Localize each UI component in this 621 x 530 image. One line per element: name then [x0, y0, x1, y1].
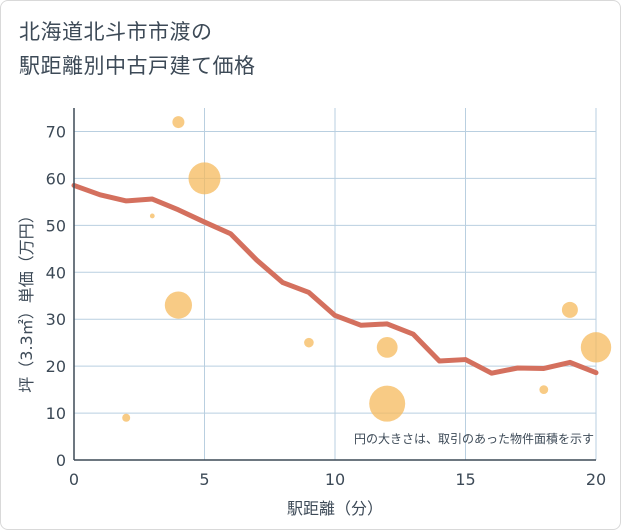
- title-line-2: 駅距離別中古戸建て価格: [19, 54, 256, 78]
- trend-line-series: [71, 182, 599, 376]
- x-tick-label: 15: [455, 470, 475, 489]
- bubble-point: [580, 332, 612, 363]
- y-tick-label: 0: [56, 451, 66, 470]
- bubble-point: [304, 337, 314, 348]
- bubble-point: [539, 385, 549, 394]
- bubble-point: [149, 213, 155, 219]
- trend-line: [71, 182, 599, 376]
- x-tick-label: 10: [325, 470, 345, 489]
- bubble-point: [376, 336, 398, 358]
- y-tick-label: 10: [46, 404, 66, 423]
- bubble-point: [164, 291, 192, 319]
- title-line-1: 北海道北斗市市渡の: [19, 20, 213, 44]
- y-tick-label: 20: [46, 357, 66, 376]
- bubble-point: [188, 162, 221, 195]
- x-tick-label: 5: [199, 470, 209, 489]
- bubble-point: [122, 413, 131, 422]
- y-tick-label: 50: [46, 216, 66, 235]
- y-tick-label: 70: [46, 122, 66, 141]
- bubble-size-note: 円の大きさは、取引のあった物件面積を示す: [354, 431, 594, 446]
- chart-title: 北海道北斗市市渡の 駅距離別中古戸建て価格: [19, 15, 256, 83]
- y-tick-label: 40: [46, 263, 66, 282]
- x-axis-label: 駅距離（分）: [287, 499, 383, 518]
- tick-labels: 0 10 20 30 40 50 60 70 0 5 10 15 20: [46, 122, 607, 489]
- grid-lines: [74, 108, 597, 460]
- x-tick-label: 20: [586, 470, 606, 489]
- bubble-series: [122, 116, 612, 422]
- y-tick-label: 30: [46, 310, 66, 329]
- bubble-point: [561, 301, 578, 318]
- y-axis-label: 坪（3.3㎡）単価（万円）: [17, 207, 36, 392]
- bubble-point: [369, 385, 406, 422]
- y-tick-label: 60: [46, 169, 66, 188]
- x-tick-label: 0: [69, 470, 79, 489]
- axes: [73, 108, 596, 461]
- bubble-point: [172, 116, 185, 129]
